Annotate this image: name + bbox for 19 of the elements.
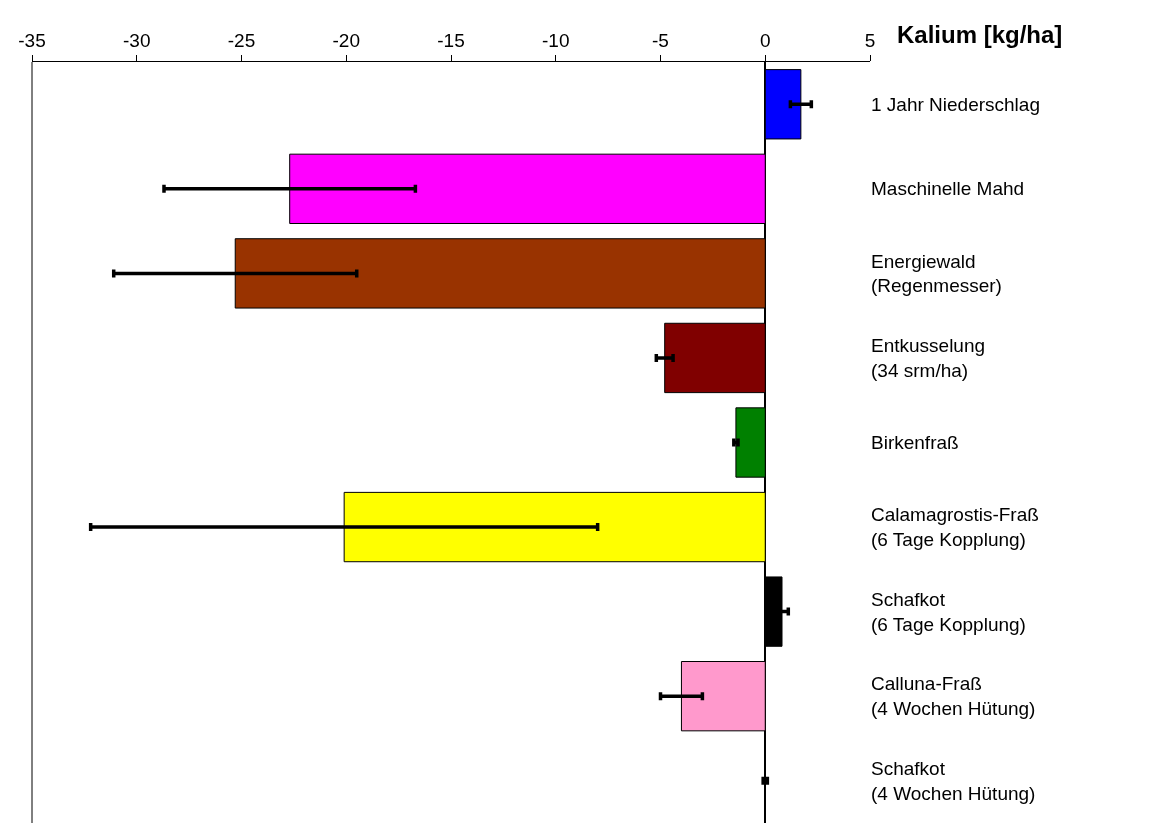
y-tick-label: Entkusselung (34 srm/ha) — [871, 335, 986, 381]
x-tick-label: -25 — [227, 30, 256, 52]
y-tick-label: Energiewald (Regenmesser) — [871, 250, 1002, 297]
y-tick-label: Maschinelle Mahd — [871, 178, 1025, 200]
x-tick-label: -10 — [542, 30, 570, 52]
x-tick-label: -15 — [437, 30, 465, 52]
y-tick-label: Schafkot (4 Wochen Hütung) — [871, 758, 1036, 804]
x-tick-label: -5 — [652, 30, 669, 52]
y-tick-label: Birkenfraß — [871, 432, 959, 454]
x-tick-label: -20 — [332, 30, 360, 52]
x-tick-label: 5 — [864, 30, 876, 52]
y-tick-label: Schafkot (6 Tage Kopplung) — [871, 588, 1026, 635]
x-tick-label: -35 — [18, 30, 46, 52]
x-tick-label: -30 — [123, 30, 151, 52]
x-axis-title: Kalium [kg/ha] — [897, 21, 1063, 48]
y-tick-label: 1 Jahr Niederschlag — [871, 93, 1040, 115]
y-tick-label: Calluna-Fraß (4 Wochen Hütung) — [871, 673, 1036, 720]
y-tick-label: Calamagrostis-Fraß (6 Tage Kopplung) — [871, 504, 1039, 551]
x-tick-label: 0 — [759, 30, 771, 52]
